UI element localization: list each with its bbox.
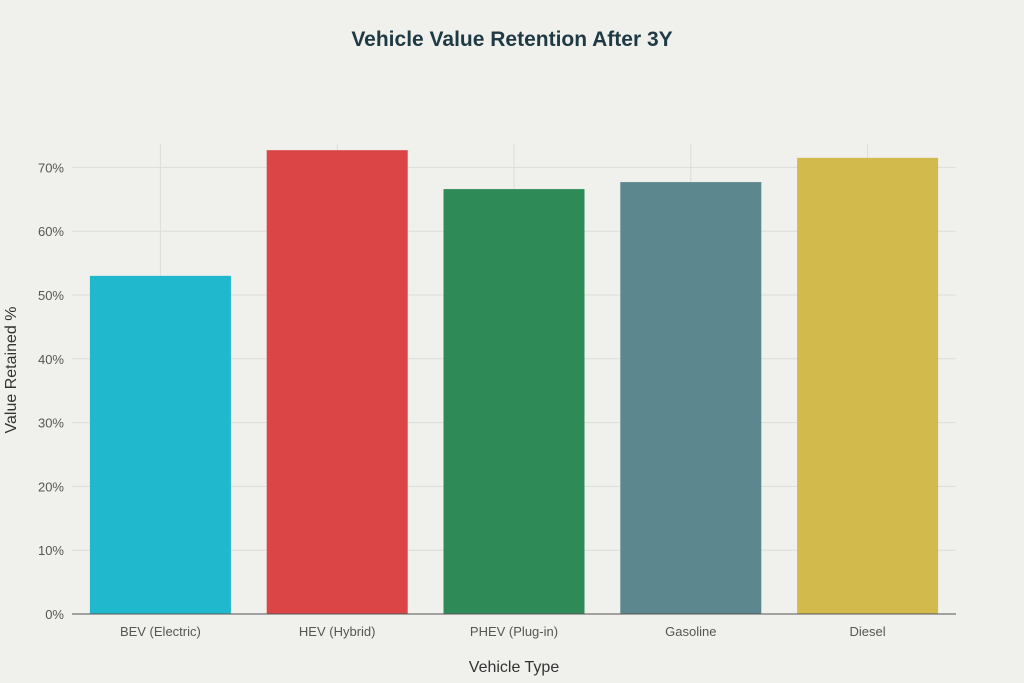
y-tick-label: 60% — [38, 224, 64, 239]
bar — [89, 275, 231, 614]
chart-title: Vehicle Value Retention After 3Y — [351, 28, 673, 51]
x-tick-label: PHEV (Plug-in) — [470, 624, 558, 639]
bar — [266, 150, 408, 614]
bar — [620, 182, 762, 614]
x-tick-label: HEV (Hybrid) — [299, 624, 376, 639]
y-tick-label: 40% — [38, 352, 64, 367]
y-tick-label: 30% — [38, 416, 64, 431]
x-tick-label: Gasoline — [665, 624, 716, 639]
y-axis-label: Value Retained % — [3, 307, 20, 434]
bar — [443, 189, 585, 615]
bar — [797, 157, 939, 614]
x-tick-label: BEV (Electric) — [120, 624, 201, 639]
y-tick-label: 10% — [38, 543, 64, 558]
x-axis-label: Vehicle Type — [469, 659, 560, 676]
y-tick-label: 0% — [45, 607, 64, 622]
x-tick-label: Diesel — [850, 624, 886, 639]
y-tick-label: 20% — [38, 479, 64, 494]
y-tick-label: 50% — [38, 288, 64, 303]
y-tick-label: 70% — [38, 160, 64, 175]
